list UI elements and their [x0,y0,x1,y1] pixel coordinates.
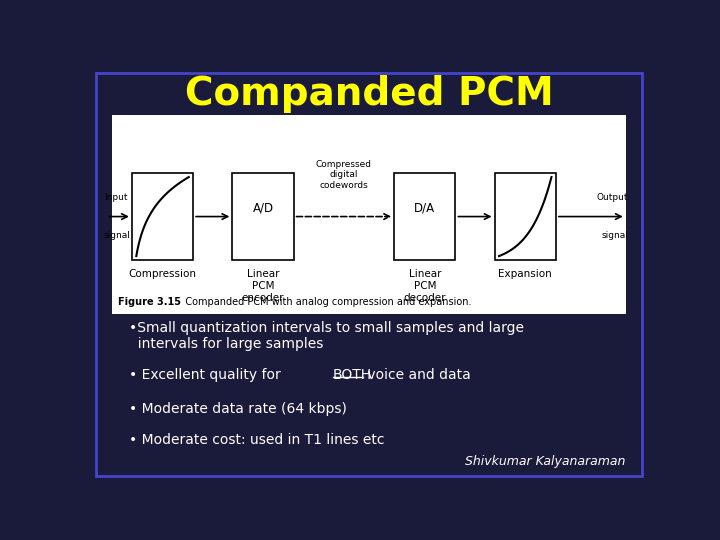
Text: Companded PCM with analog compression and expansion.: Companded PCM with analog compression an… [176,297,472,307]
Bar [112,114,626,314]
Bar [394,173,456,260]
Text: BOTH: BOTH [333,368,372,382]
Text: Shivkumar Kalyanaraman: Shivkumar Kalyanaraman [465,455,626,468]
Text: •Small quantization intervals to small samples and large
  intervals for large s: •Small quantization intervals to small s… [129,321,524,350]
Text: Companded PCM: Companded PCM [184,75,554,113]
Text: Output: Output [597,193,629,202]
Bar [233,173,294,260]
Text: Expansion: Expansion [498,269,552,279]
Text: • Excellent quality for: • Excellent quality for [129,368,285,382]
Text: Figure 3.15: Figure 3.15 [118,297,181,307]
Text: Linear
PCM
decoder: Linear PCM decoder [403,269,446,302]
Text: Compression: Compression [129,269,197,279]
Text: signal: signal [602,231,629,240]
Text: A/D: A/D [253,202,274,215]
Bar [495,173,556,260]
Text: • Moderate data rate (64 kbps): • Moderate data rate (64 kbps) [129,402,347,416]
Bar [132,173,193,260]
Text: voice and data: voice and data [364,368,471,382]
Text: signal: signal [104,231,131,240]
Text: Linear
PCM
encoder: Linear PCM encoder [242,269,284,302]
Text: Input: Input [104,193,127,202]
Text: Compressed
digital
codewords: Compressed digital codewords [316,160,372,190]
Text: D/A: D/A [414,202,436,215]
Text: • Moderate cost: used in T1 lines etc: • Moderate cost: used in T1 lines etc [129,433,384,447]
